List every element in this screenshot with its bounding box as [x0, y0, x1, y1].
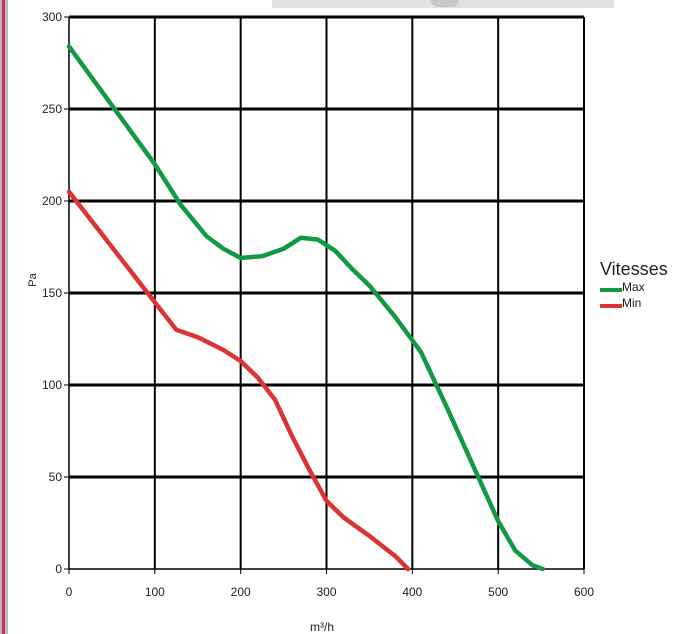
legend-label: Min: [622, 296, 642, 310]
series-line-min: [66, 189, 411, 572]
series-line-max: [66, 44, 546, 572]
legend-item-max: Max: [600, 280, 686, 296]
x-axis-label: m³/h: [310, 620, 334, 634]
y-tick-label: 200: [42, 194, 62, 208]
tick-labels: 0 50 100 150 200 250 300 0 100 200 300 400 500 600: [42, 10, 594, 599]
x-tick-label: 400: [402, 585, 422, 599]
x-tick-label: 600: [574, 585, 594, 599]
y-tick-label: 0: [55, 562, 62, 576]
series: [66, 44, 546, 572]
legend-label: Max: [622, 280, 645, 294]
top-image-shape: [431, 0, 459, 7]
legend: Vitesses Max Min: [600, 258, 686, 312]
y-tick-label: 300: [42, 10, 62, 24]
x-tick-label: 0: [66, 585, 73, 599]
grid: [69, 15, 585, 569]
x-tick-label: 200: [231, 585, 251, 599]
x-tick-label: 100: [145, 585, 165, 599]
left-border-stripe: [2, 0, 5, 634]
legend-swatch: [600, 304, 622, 308]
y-tick-label: 150: [42, 286, 62, 300]
legend-items: Max Min: [600, 280, 686, 312]
y-tick-label: 50: [49, 470, 63, 484]
legend-swatch: [600, 288, 622, 292]
x-tick-label: 300: [316, 585, 336, 599]
x-tick-label: 500: [488, 585, 508, 599]
y-axis-label: Pa: [27, 272, 39, 286]
legend-item-min: Min: [600, 296, 686, 312]
legend-title: Vitesses: [600, 259, 668, 279]
y-tick-label: 250: [42, 102, 62, 116]
y-tick-label: 100: [42, 378, 62, 392]
